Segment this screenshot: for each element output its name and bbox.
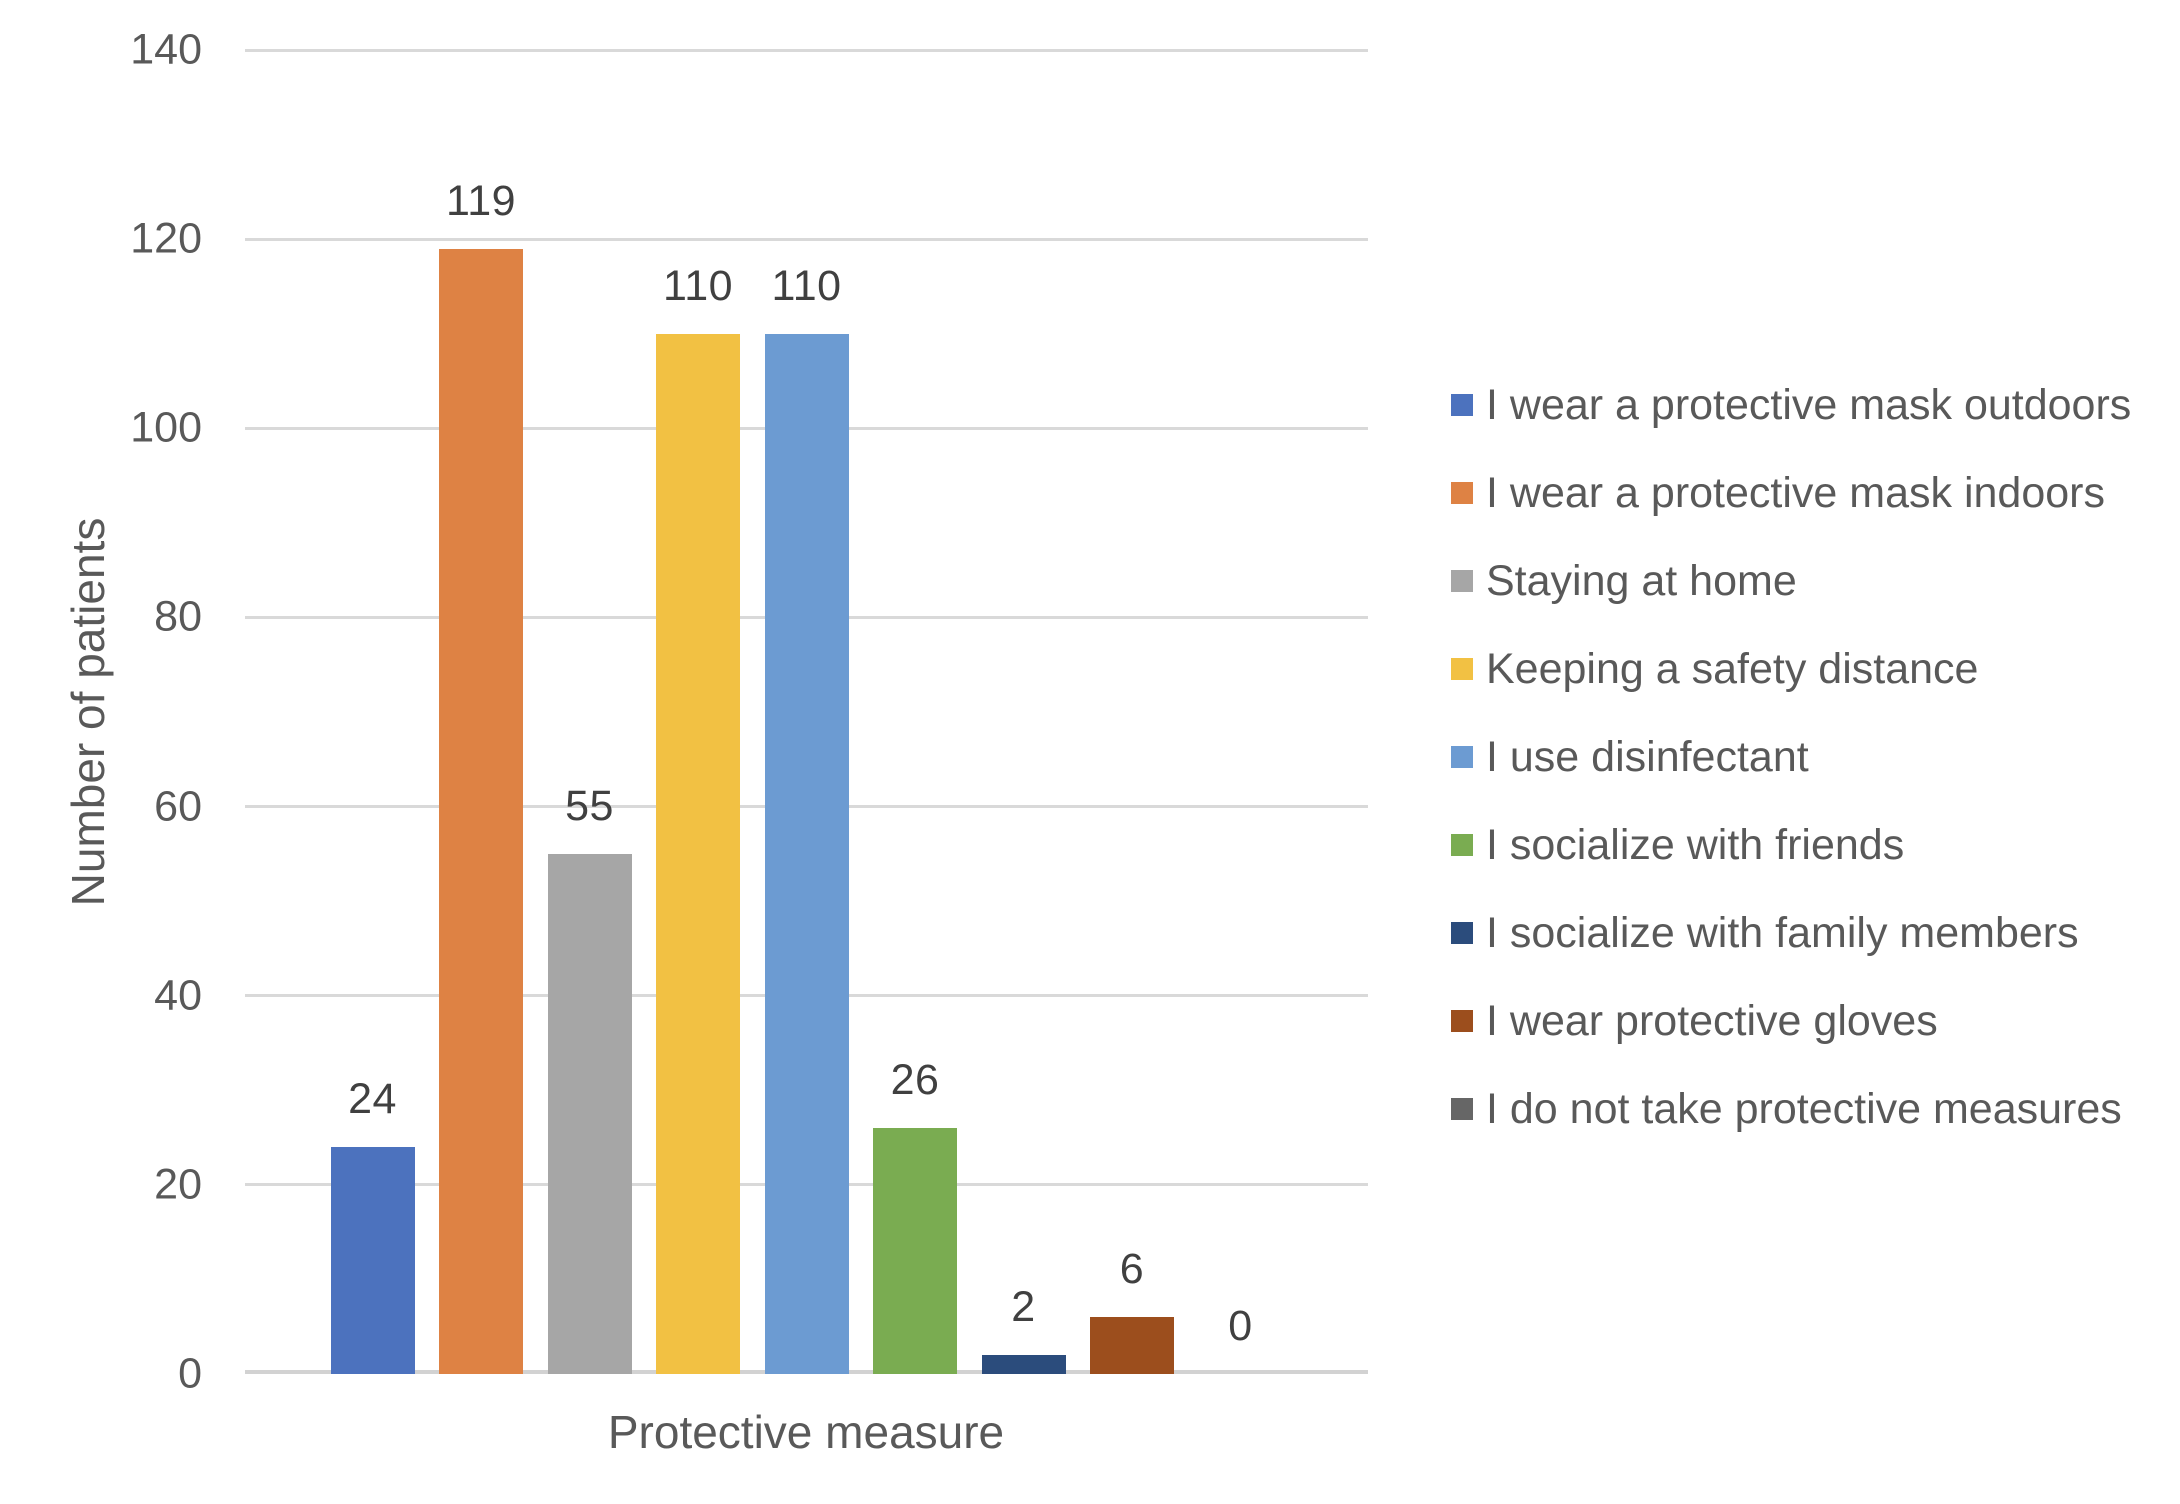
legend-swatch-icon (1451, 1098, 1473, 1120)
bar-data-label: 26 (890, 1056, 940, 1105)
bar-data-label: 24 (348, 1075, 397, 1124)
legend-label: I socialize with family members (1486, 908, 2079, 957)
legend-label: Staying at home (1486, 556, 1797, 605)
legend-item: I wear protective gloves (1451, 999, 2131, 1043)
legend-swatch-icon (1451, 570, 1473, 592)
legend-swatch-icon (1451, 746, 1473, 768)
bar-data-label: 119 (445, 176, 517, 225)
legend-swatch-icon (1451, 922, 1473, 944)
y-tick-label: 120 (130, 214, 202, 263)
y-tick-label: 140 (130, 25, 202, 74)
legend-item: Staying at home (1451, 559, 2131, 603)
legend-label: I wear a protective mask outdoors (1486, 380, 2132, 429)
bar-data-label: 110 (771, 261, 842, 310)
bar-slot: 26 (873, 50, 957, 1374)
bar-data-label: 2 (1011, 1283, 1036, 1332)
legend-swatch-icon (1451, 834, 1473, 856)
bar-slot: 2 (981, 50, 1066, 1374)
y-tick-label: 20 (154, 1160, 202, 1209)
gridline (245, 48, 1368, 52)
bar (439, 248, 523, 1374)
legend-label: I socialize with friends (1486, 820, 1905, 869)
legend-swatch-icon (1451, 658, 1473, 680)
legend: I wear a protective mask outdoors I wear … (1451, 383, 2131, 1131)
bar-data-label: 6 (1119, 1245, 1145, 1294)
legend-item: I do not take protective measures (1451, 1087, 2131, 1131)
bar-data-label: 110 (662, 261, 734, 310)
legend-label: I use disinfectant (1486, 732, 1809, 781)
gridline (245, 237, 1368, 241)
y-tick-label: 40 (154, 971, 202, 1020)
bar-slot: 0 (1199, 50, 1283, 1374)
legend-swatch-icon (1451, 394, 1473, 416)
legend-item: I wear a protective mask indoors (1451, 471, 2131, 515)
bar-slot: 6 (1090, 50, 1174, 1374)
legend-label: Keeping a safety distance (1486, 644, 1979, 693)
bar-slot: 110 (764, 50, 849, 1374)
bar (656, 333, 740, 1374)
legend-item: I socialize with friends (1451, 823, 2131, 867)
bar (547, 853, 632, 1374)
legend-item: Keeping a safety distance (1451, 647, 2131, 691)
x-axis-title: Protective measure (607, 1406, 1005, 1458)
y-tick-label: 80 (154, 592, 202, 641)
bar (873, 1128, 957, 1374)
bar (764, 333, 849, 1374)
legend-item: I socialize with family members (1451, 911, 2131, 955)
legend-label: I wear protective gloves (1486, 996, 1938, 1045)
y-tick-label: 100 (130, 403, 202, 452)
bar (1090, 1317, 1174, 1374)
plot-area: 24 119 55 110 110 26 2 6 0 (245, 48, 1368, 1374)
bar-slot: 110 (656, 50, 740, 1374)
legend-item: I wear a protective mask outdoors (1451, 383, 2131, 427)
bar-slot: 119 (439, 50, 523, 1374)
legend-item: I use disinfectant (1451, 735, 2131, 779)
bar (330, 1147, 415, 1374)
bar-slot: 24 (330, 50, 415, 1374)
legend-swatch-icon (1451, 1010, 1473, 1032)
bar-slot: 55 (547, 50, 632, 1374)
y-tick-label: 0 (178, 1349, 202, 1398)
legend-label: I do not take protective measures (1486, 1084, 2122, 1133)
bar-data-label: 0 (1228, 1302, 1253, 1350)
y-axis-title: Number of patients (62, 517, 114, 907)
bar-data-label: 55 (565, 781, 614, 830)
y-tick-label: 60 (154, 782, 202, 831)
legend-label: I wear a protective mask indoors (1486, 468, 2105, 517)
bar (981, 1355, 1066, 1374)
legend-swatch-icon (1451, 482, 1473, 504)
